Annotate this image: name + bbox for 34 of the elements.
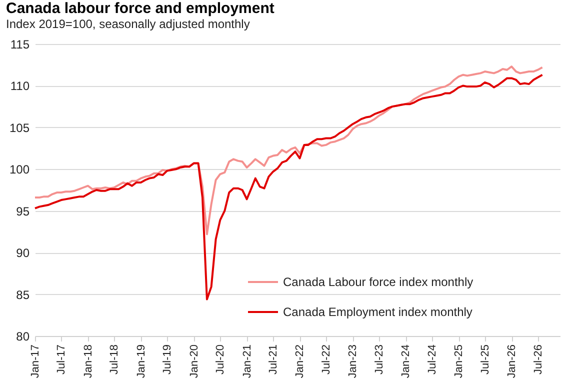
x-tick-label: Jul-17 bbox=[56, 344, 68, 374]
x-tick-label: Jan-22 bbox=[294, 344, 306, 378]
x-tick-label: Jan-25 bbox=[453, 344, 466, 378]
legend-label: Canada Labour force index monthly bbox=[283, 275, 474, 289]
line-series bbox=[34, 66, 544, 236]
line-series bbox=[34, 74, 544, 300]
x-tick-label: Jul-22 bbox=[320, 344, 332, 374]
x-tick-label: Jan-21 bbox=[241, 344, 254, 378]
x-tick-label: Jan-26 bbox=[506, 344, 518, 378]
chart-title: Canada labour force and employment bbox=[6, 0, 274, 17]
x-tick-label: Jul-24 bbox=[426, 344, 438, 374]
y-tick-label: 105 bbox=[9, 120, 30, 135]
x-tick-label: Jan-17 bbox=[30, 344, 42, 378]
x-tick-label: Jul-25 bbox=[479, 344, 492, 374]
y-tick-label: 85 bbox=[16, 288, 30, 302]
x-tick-label: Jul-19 bbox=[162, 344, 174, 374]
x-tick-label: Jul-21 bbox=[268, 344, 280, 374]
x-tick-label: Jul-26 bbox=[532, 344, 544, 374]
y-tick-label: 90 bbox=[16, 246, 30, 260]
x-tick-label: Jan-24 bbox=[400, 344, 412, 378]
x-tick-label: Jan-18 bbox=[82, 344, 94, 378]
y-tick-label: 115 bbox=[10, 38, 30, 52]
chart-subtitle: Index 2019=100, seasonally adjusted monthly bbox=[6, 17, 250, 31]
x-tick-label: Jan-23 bbox=[347, 344, 360, 378]
x-tick-label: Jan-20 bbox=[188, 344, 200, 378]
x-tick-label: Jul-20 bbox=[214, 344, 227, 374]
y-tick-label: 95 bbox=[16, 204, 30, 218]
y-tick-label: 110 bbox=[10, 79, 30, 94]
x-tick-label: Jul-18 bbox=[108, 344, 121, 374]
y-tick-label: 100 bbox=[9, 162, 30, 177]
x-tick-label: Jan-19 bbox=[135, 344, 148, 378]
x-tick-label: Jul-23 bbox=[373, 344, 386, 374]
legend-label: Canada Employment index monthly bbox=[283, 305, 472, 319]
y-tick-label: 80 bbox=[16, 330, 30, 344]
